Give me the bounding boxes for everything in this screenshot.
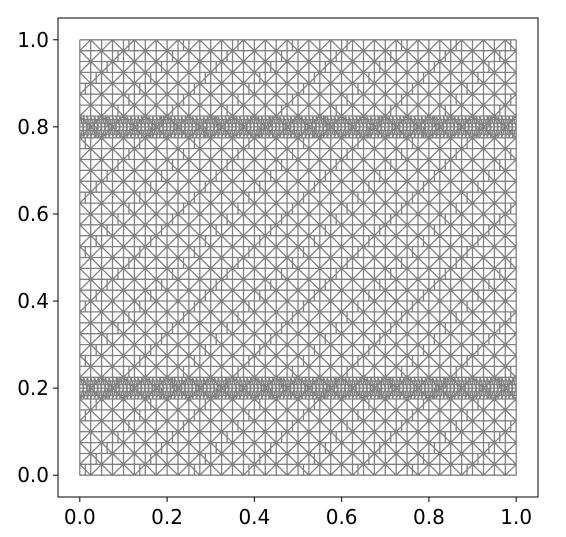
- x-tick-label: 0.2: [151, 505, 183, 529]
- x-tick-label: 0.0: [64, 505, 96, 529]
- y-tick-label: 0.8: [17, 115, 49, 139]
- y-tick-label: 0.4: [17, 289, 49, 313]
- x-tick-label: 0.8: [413, 505, 445, 529]
- y-tick-label: 1.0: [17, 28, 49, 52]
- mesh: [79, 39, 517, 476]
- y-tick-label: 0.0: [17, 463, 49, 487]
- x-tick-label: 0.6: [326, 505, 358, 529]
- y-tick-label: 0.2: [17, 376, 49, 400]
- y-tick-label: 0.6: [17, 202, 49, 226]
- x-tick-label: 1.0: [500, 505, 532, 529]
- mesh-edges: [79, 39, 517, 476]
- x-tick-label: 0.4: [238, 505, 270, 529]
